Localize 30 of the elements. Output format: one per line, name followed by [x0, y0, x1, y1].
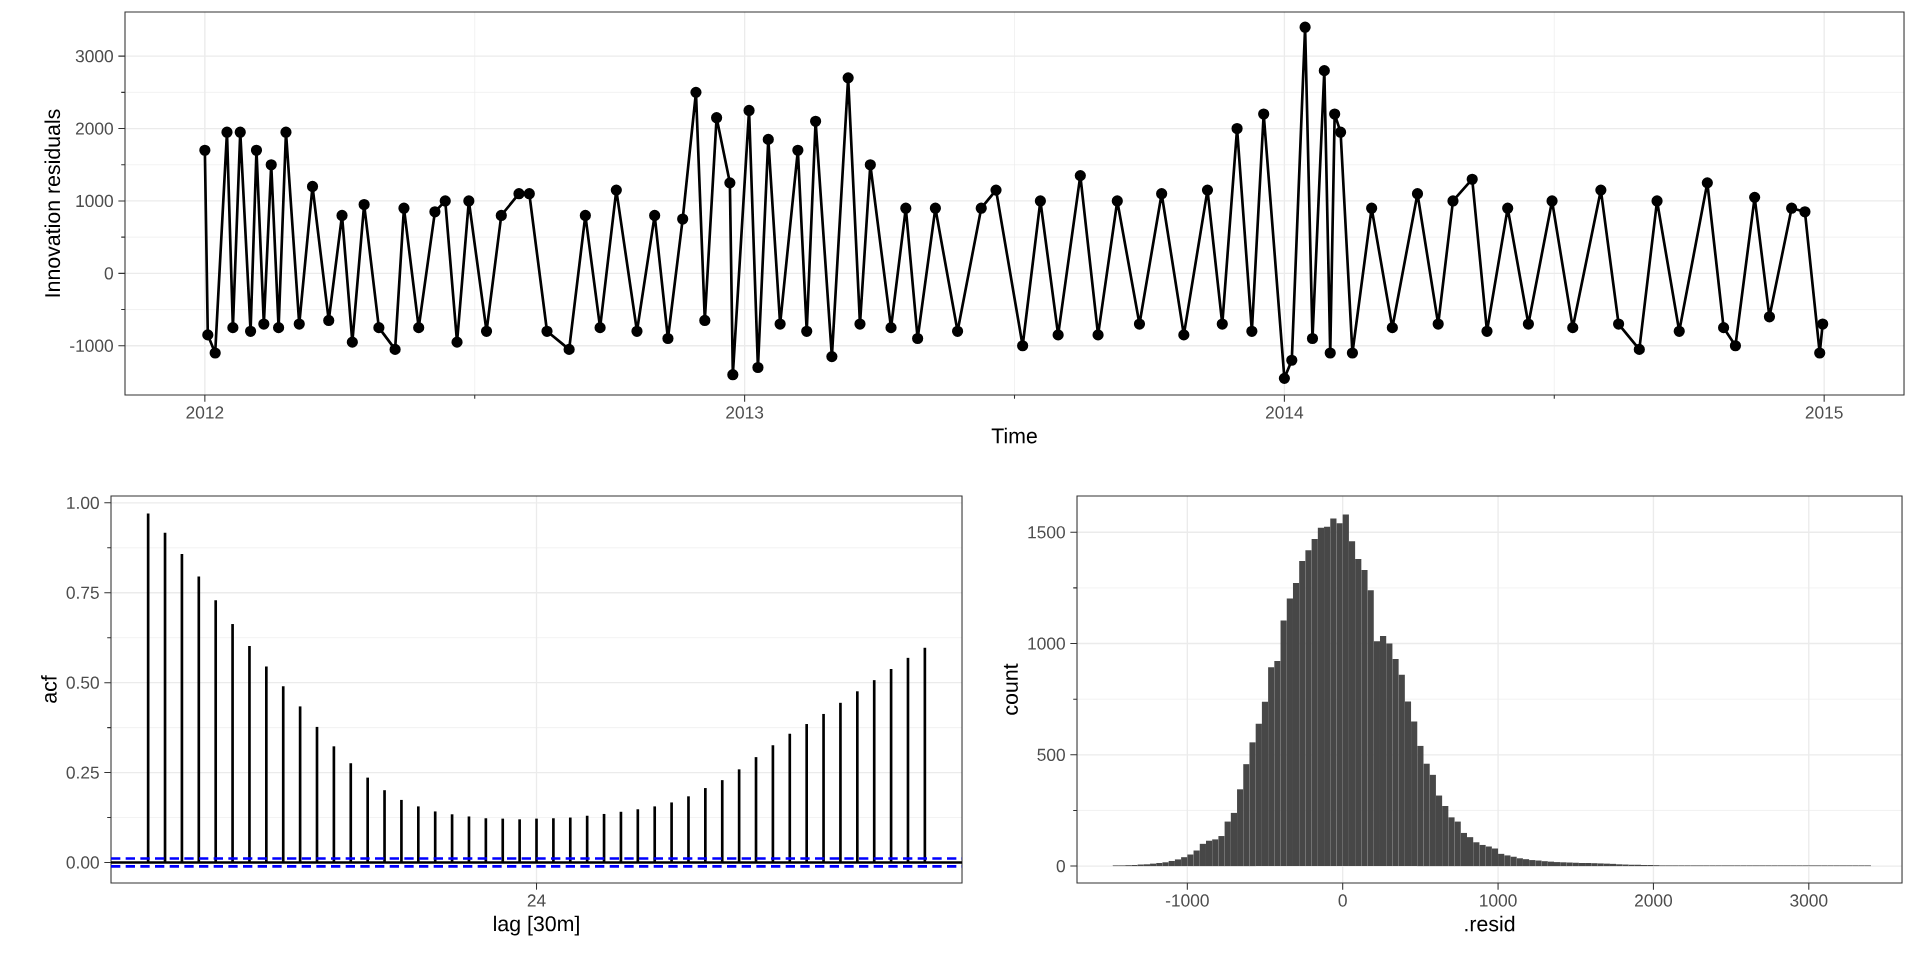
y-tick-label: 1.00	[67, 496, 99, 509]
y-tick-label: 3000	[75, 50, 113, 63]
x-tick-label: -1000	[1165, 894, 1209, 907]
y-tick-label: 0	[1056, 859, 1065, 873]
x-tick-label: 2015	[1805, 406, 1843, 419]
x-tick-label: 2000	[1635, 894, 1673, 907]
x-tick-label: 2013	[726, 406, 764, 419]
x-tick-label: 2012	[186, 406, 224, 419]
y-tick-label: 2000	[75, 122, 113, 135]
y-axis-title: acf	[41, 675, 57, 703]
x-tick-label: 1000	[1480, 894, 1517, 907]
y-tick-label: -1000	[70, 339, 113, 352]
y-tick-label: 1000	[76, 194, 113, 208]
x-axis-title: lag [30m]	[494, 915, 579, 936]
y-tick-label: 1500	[1028, 526, 1065, 539]
y-tick-label: 500	[1037, 748, 1065, 761]
x-tick-label: 2014	[1265, 406, 1304, 419]
y-axis-title: Innovation residuals	[44, 109, 61, 297]
x-axis-title: .resid	[1465, 915, 1515, 932]
x-axis-title: Time	[991, 427, 1037, 444]
y-tick-label: 0.25	[66, 766, 99, 779]
x-tick-label: 3000	[1790, 894, 1828, 907]
y-tick-label: 1000	[1028, 637, 1065, 650]
x-tick-label: 24	[527, 894, 546, 907]
y-tick-label: 0.00	[66, 856, 99, 869]
y-tick-label: 0.50	[66, 676, 99, 689]
y-tick-label: 0.75	[66, 586, 99, 599]
y-tick-label: 0	[104, 267, 113, 280]
y-axis-title: count	[1003, 663, 1018, 715]
x-tick-label: 0	[1338, 894, 1347, 907]
